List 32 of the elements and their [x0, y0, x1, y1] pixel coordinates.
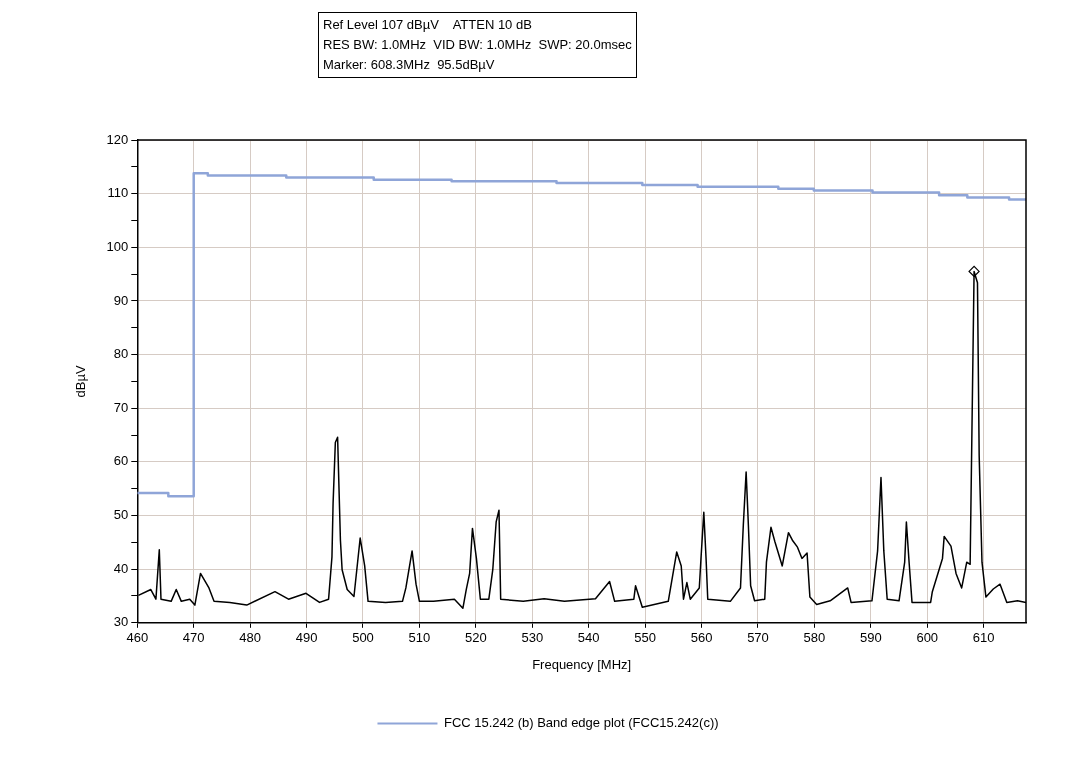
x-tick-label: 590 — [859, 630, 882, 646]
y-tick-label: 100 — [106, 238, 129, 254]
x-axis-title: Frequency [MHz] — [532, 656, 632, 672]
y-tick-label: 70 — [113, 399, 129, 415]
text: Ref Level 107 dBµV ATTEN 10 dB — [323, 16, 533, 34]
x-tick-label: 610 — [972, 630, 995, 646]
x-tick-label: 500 — [352, 630, 374, 646]
x-tick-label: 600 — [916, 630, 939, 646]
x-tick-label: 460 — [126, 630, 149, 646]
x-tick-label: 480 — [239, 630, 261, 646]
x-tick-label: 560 — [690, 630, 713, 646]
text: RES BW: 1.0MHz VID BW: 1.0MHz SWP: 20.0msec — [323, 36, 632, 54]
x-tick-label: 540 — [577, 630, 600, 646]
y-tick-label: 30 — [113, 614, 129, 630]
x-tick-label: 570 — [747, 630, 769, 646]
x-tick-label: 520 — [464, 630, 487, 646]
y-tick-label: 90 — [113, 292, 129, 308]
y-tick-label: 60 — [113, 453, 129, 469]
x-tick-label: 550 — [634, 630, 656, 646]
text: Marker: 608.3MHz 95.5dBµV — [323, 56, 496, 74]
y-tick-label: 110 — [107, 185, 129, 201]
y-tick-label: 80 — [113, 346, 129, 362]
x-tick-label: 470 — [182, 630, 205, 646]
y-tick-label: 120 — [106, 131, 129, 147]
legend-label: FCC 15.242 (b) Band edge plot (FCC15.242(c)) — [443, 715, 719, 731]
y-tick-label: 40 — [113, 560, 129, 576]
x-tick-label: 580 — [803, 630, 826, 646]
y-axis-title: dBµV — [73, 365, 89, 398]
x-tick-label: 510 — [408, 630, 431, 646]
x-tick-label: 490 — [295, 630, 318, 646]
y-tick-label: 50 — [113, 507, 129, 523]
x-tick-label: 530 — [521, 630, 544, 646]
